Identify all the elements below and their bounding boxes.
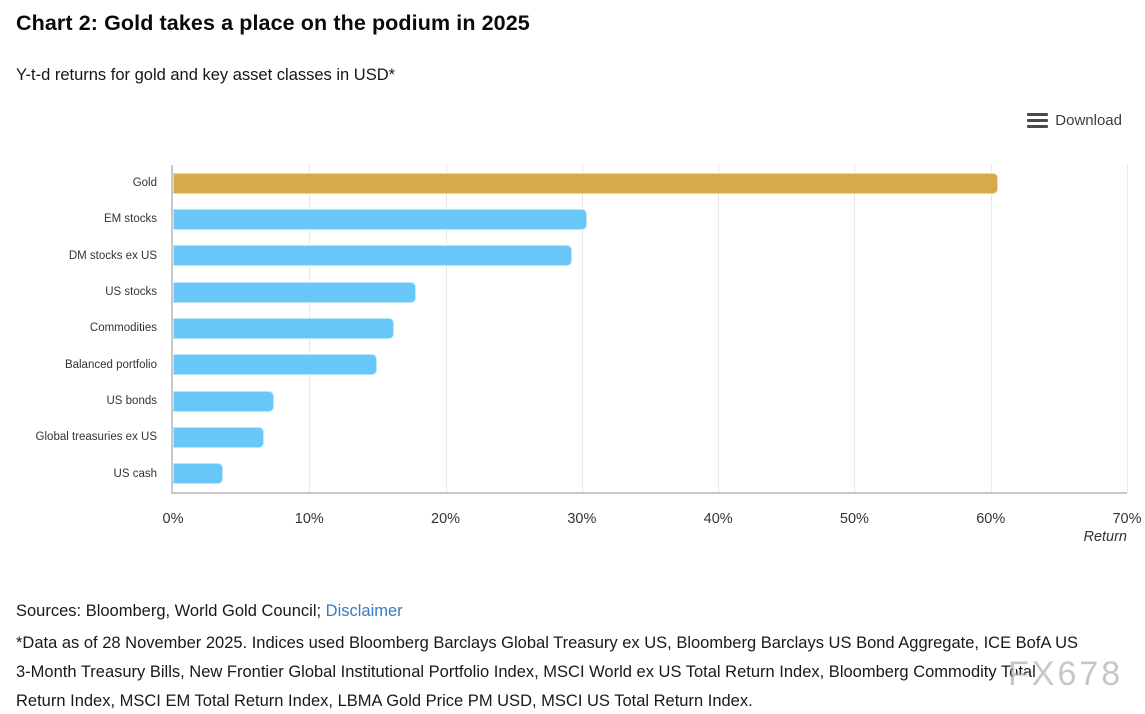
gridline-40 bbox=[718, 165, 720, 492]
bar-balanced-portfolio[interactable] bbox=[173, 354, 378, 376]
x-tick-40: 40% bbox=[703, 511, 733, 527]
x-tick-0: 0% bbox=[162, 511, 184, 527]
x-axis-tick-labels: 0% 10% 20% 30% 40% 50% 60% 70% bbox=[163, 511, 1142, 531]
bar-row-global-treasuries-ex-us bbox=[173, 419, 1127, 455]
x-tick-70: 70% bbox=[1112, 511, 1142, 527]
plot-area bbox=[171, 165, 1128, 494]
x-axis-title: Return bbox=[1083, 529, 1127, 545]
footnote-line: 3-Month Treasury Bills, New Frontier Glo… bbox=[16, 663, 1036, 681]
bar-row-balanced-portfolio bbox=[173, 347, 1127, 383]
category-label-balanced-portfolio: Balanced portfolio bbox=[64, 358, 157, 371]
x-tick-20: 20% bbox=[431, 511, 461, 527]
bar-row-gold bbox=[173, 165, 1127, 201]
category-label-em-stocks: EM stocks bbox=[103, 213, 157, 226]
bar-us-stocks[interactable] bbox=[173, 281, 416, 303]
chart-subtitle: Y-t-d returns for gold and key asset cla… bbox=[16, 66, 396, 84]
bar-row-us-stocks bbox=[173, 274, 1127, 310]
gridline-60 bbox=[990, 165, 992, 492]
category-label-us-bonds: US bonds bbox=[106, 395, 157, 408]
bar-us-cash[interactable] bbox=[173, 463, 224, 485]
bar-gold[interactable] bbox=[173, 172, 998, 194]
footnote-line: Return Index, MSCI EM Total Return Index… bbox=[16, 692, 753, 710]
category-label-us-cash: US cash bbox=[113, 467, 157, 480]
x-tick-30: 30% bbox=[567, 511, 597, 527]
page-title: Chart 2: Gold takes a place on the podiu… bbox=[16, 11, 530, 35]
disclaimer-link[interactable]: Disclaimer bbox=[325, 602, 403, 620]
category-label-dm-stocks-ex-us: DM stocks ex US bbox=[68, 249, 157, 262]
bar-row-us-cash bbox=[173, 456, 1127, 492]
hamburger-menu-icon bbox=[1027, 112, 1049, 129]
sources-line: Sources: Bloomberg, World Gold Council; … bbox=[16, 602, 403, 621]
bar-row-us-bonds bbox=[173, 383, 1127, 419]
gridline-20 bbox=[445, 165, 447, 492]
bar-em-stocks[interactable] bbox=[173, 208, 588, 230]
download-label: Download bbox=[1055, 112, 1122, 129]
bar-us-bonds[interactable] bbox=[173, 390, 274, 412]
category-label-global-treasuries-ex-us: Global treasuries ex US bbox=[35, 431, 157, 444]
footnote: *Data as of 28 November 2025. Indices us… bbox=[16, 629, 1134, 714]
bar-row-em-stocks bbox=[173, 201, 1127, 237]
x-tick-60: 60% bbox=[976, 511, 1006, 527]
category-label-commodities: Commodities bbox=[89, 322, 157, 335]
x-tick-50: 50% bbox=[839, 511, 869, 527]
gridline-70 bbox=[1127, 165, 1128, 492]
bar-global-treasuries-ex-us[interactable] bbox=[173, 426, 265, 448]
footnote-line: *Data as of 28 November 2025. Indices us… bbox=[16, 634, 1079, 652]
category-label-gold: Gold bbox=[132, 177, 157, 190]
x-tick-10: 10% bbox=[294, 511, 324, 527]
bar-row-commodities bbox=[173, 310, 1127, 346]
bar-row-dm-stocks-ex-us bbox=[173, 238, 1127, 274]
bar-commodities[interactable] bbox=[173, 317, 394, 339]
gridline-50 bbox=[854, 165, 856, 492]
sources-text: Sources: Bloomberg, World Gold Council; bbox=[16, 602, 326, 620]
bars bbox=[173, 165, 1127, 492]
gridline-30 bbox=[581, 165, 583, 492]
y-axis-category-labels: Gold EM stocks DM stocks ex US US stocks Com… bbox=[0, 165, 157, 492]
bar-dm-stocks-ex-us[interactable] bbox=[173, 245, 573, 267]
download-button[interactable]: Download bbox=[1027, 112, 1122, 129]
category-label-us-stocks: US stocks bbox=[105, 286, 157, 299]
